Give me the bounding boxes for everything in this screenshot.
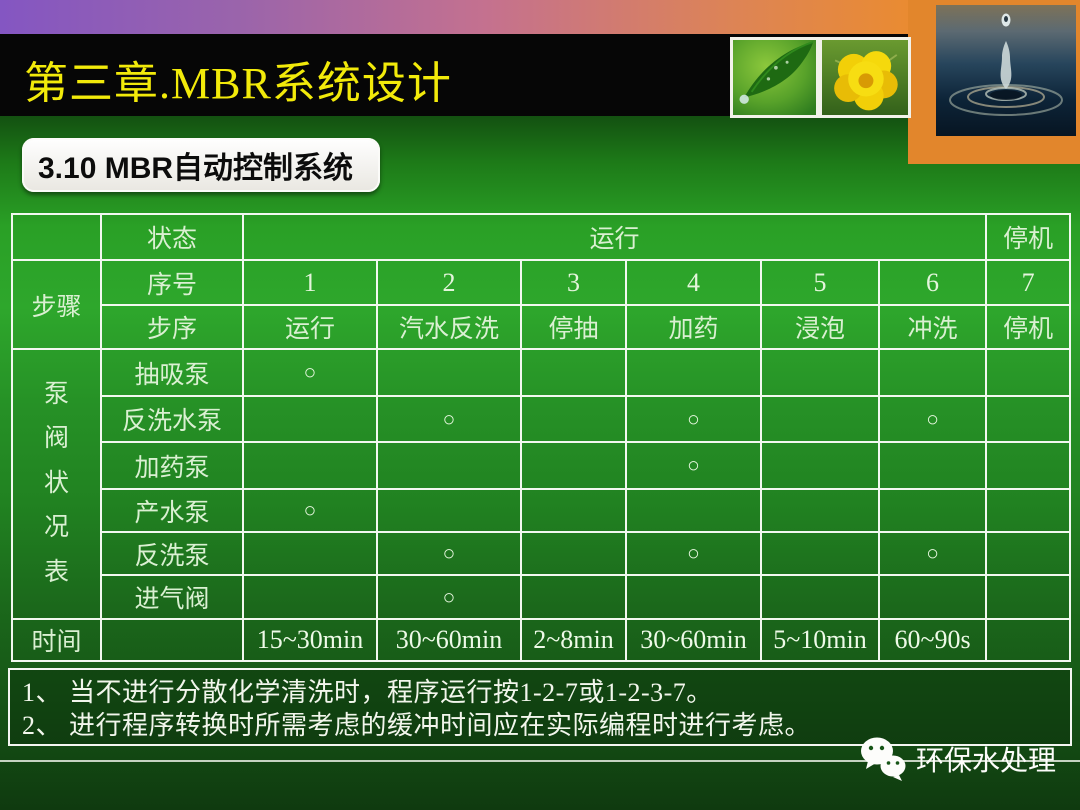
step-number-2: 2 — [376, 259, 522, 306]
table-cell — [760, 574, 880, 620]
table-cell — [760, 348, 880, 397]
table-cell — [376, 348, 522, 397]
row-label: 加药泵 — [100, 441, 244, 490]
step-number-1: 1 — [242, 259, 378, 306]
table-cell — [625, 488, 762, 533]
table-cell — [520, 531, 627, 576]
table-cell — [520, 574, 627, 620]
status-mark: ○ — [877, 531, 988, 576]
table-cell — [985, 531, 1072, 576]
time-value-5: 5~10min — [760, 618, 880, 662]
step-number-7: 7 — [985, 259, 1072, 306]
note-line-2: 2、 进行程序转换时所需考虑的缓冲时间应在实际编程时进行考虑。 — [22, 711, 812, 741]
table-cell — [985, 395, 1072, 443]
table-cell — [242, 574, 378, 620]
corner-cell — [11, 213, 102, 261]
status-mark: ○ — [877, 395, 988, 443]
table-cell — [520, 441, 627, 490]
section-badge: 3.10 MBR自动控制系统 — [22, 138, 380, 192]
step-name-label: 步序 — [100, 304, 244, 350]
footer-divider — [0, 760, 1080, 762]
status-mark: ○ — [625, 395, 762, 443]
pump-valve-status-label: 泵阀状况表 — [11, 348, 102, 620]
table-cell — [985, 488, 1072, 533]
step-name-1: 运行 — [242, 304, 378, 350]
table-cell — [520, 488, 627, 533]
table-cell — [877, 348, 988, 397]
time-value-4: 30~60min — [625, 618, 762, 662]
time-value-7 — [985, 618, 1072, 662]
table-cell — [242, 441, 378, 490]
table-cell — [520, 395, 627, 443]
leaf-photo — [730, 37, 819, 118]
table-cell — [877, 488, 988, 533]
table-cell — [242, 395, 378, 443]
status-mark: ○ — [242, 488, 378, 533]
status-mark: ○ — [242, 348, 378, 397]
table-cell — [242, 531, 378, 576]
table-cell — [625, 574, 762, 620]
notes-box: 1、 当不进行分散化学清洗时，程序运行按1-2-7或1-2-3-7。 2、 进行… — [8, 668, 1072, 746]
step-number-4: 4 — [625, 259, 762, 306]
step-name-2: 汽水反洗 — [376, 304, 522, 350]
step-name-5: 浸泡 — [760, 304, 880, 350]
sequence-label: 序号 — [100, 259, 244, 306]
row-label: 反洗水泵 — [100, 395, 244, 443]
step-name-3: 停抽 — [520, 304, 627, 350]
step-number-5: 5 — [760, 259, 880, 306]
table-cell — [877, 441, 988, 490]
table-cell — [376, 488, 522, 533]
table-cell — [877, 574, 988, 620]
table-cell — [100, 618, 244, 662]
status-mark: ○ — [376, 574, 522, 620]
table-cell — [760, 488, 880, 533]
control-table: 状态 运行 停机 步骤 序号 1 2 3 4 5 6 7 步序 运行 汽水反洗 停抽 加药 浸泡 冲洗 停机泵阀状况表… — [11, 213, 1072, 662]
row-label: 产水泵 — [100, 488, 244, 533]
page-title: 第三章.MBR系统设计 — [24, 59, 452, 108]
status-mark: ○ — [376, 395, 522, 443]
time-value-6: 60~90s — [877, 618, 988, 662]
run-label: 运行 — [241, 213, 988, 261]
table-cell — [520, 348, 627, 397]
time-label: 时间 — [11, 618, 102, 662]
time-value-3: 2~8min — [520, 618, 627, 662]
row-label: 抽吸泵 — [100, 348, 244, 397]
water-drop-photo — [936, 5, 1076, 136]
time-value-2: 30~60min — [376, 618, 522, 662]
status-mark: ○ — [376, 531, 522, 576]
step-name-7: 停机 — [985, 304, 1072, 350]
note-line-1: 1、 当不进行分散化学清洗时，程序运行按1-2-7或1-2-3-7。 — [22, 678, 713, 707]
step-number-6: 6 — [877, 259, 988, 306]
wechat-icon — [861, 737, 906, 781]
footer-brand: 环保水处理 — [858, 736, 1056, 782]
row-label: 进气阀 — [100, 574, 244, 620]
table-cell — [985, 441, 1072, 490]
table-cell — [760, 531, 880, 576]
steps-label: 步骤 — [11, 259, 102, 350]
table-cell — [760, 395, 880, 443]
brand-label: 环保水处理 — [916, 745, 1057, 776]
row-label: 反洗泵 — [100, 531, 244, 576]
table-cell — [625, 348, 762, 397]
flower-photo — [819, 37, 911, 118]
step-name-6: 冲洗 — [877, 304, 988, 350]
table-cell — [985, 574, 1072, 620]
stop-label: 停机 — [985, 213, 1072, 261]
state-label: 状态 — [100, 213, 244, 261]
step-name-4: 加药 — [625, 304, 762, 350]
status-mark: ○ — [625, 441, 762, 490]
status-mark: ○ — [625, 531, 762, 576]
table-cell — [376, 441, 522, 490]
table-cell — [760, 441, 880, 490]
decorative-gradient-strip — [0, 0, 1080, 34]
table-cell — [985, 348, 1072, 397]
time-value-1: 15~30min — [242, 618, 378, 662]
step-number-3: 3 — [520, 259, 627, 306]
